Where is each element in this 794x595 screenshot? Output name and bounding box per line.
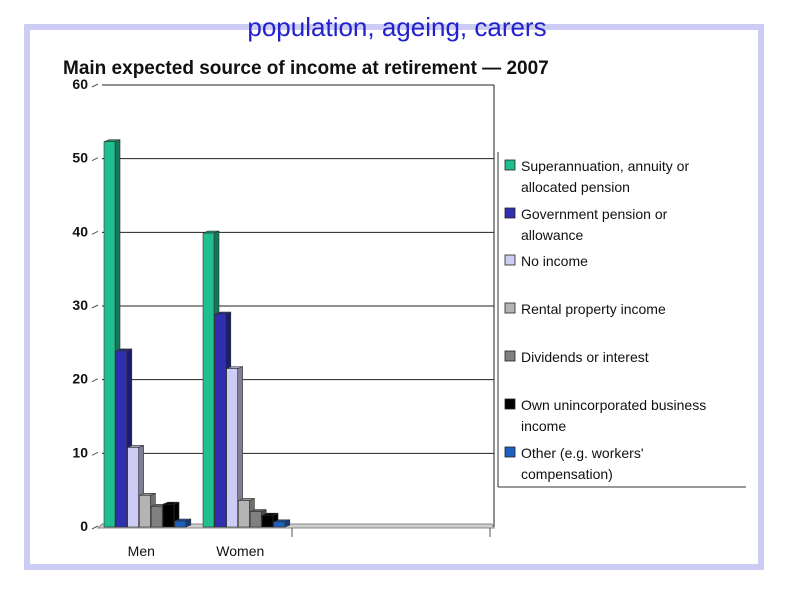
- legend-swatch: [504, 302, 516, 314]
- x-axis-labels: Men Women: [128, 543, 265, 559]
- y-tick-label: 30: [72, 297, 88, 313]
- bar-front: [115, 350, 128, 528]
- y-tick-mark: [91, 378, 99, 383]
- legend-item: Own unincorporated business income: [504, 397, 706, 434]
- y-tick-label: 40: [72, 223, 88, 239]
- legend-swatch: [504, 398, 516, 410]
- bar-front: [162, 503, 175, 528]
- bar-front: [103, 141, 116, 528]
- y-tick-label: 10: [72, 444, 88, 460]
- legend-label: Own unincorporated business income: [521, 397, 706, 434]
- bar-women-3: [226, 366, 243, 528]
- bar-front: [139, 495, 151, 528]
- chart-floor: [96, 523, 495, 537]
- floor-slab: [96, 523, 495, 529]
- legend-item: Superannuation, annuity or allocated pens…: [504, 158, 689, 195]
- legend-swatch: [504, 207, 516, 219]
- y-tick-mark: [91, 230, 99, 235]
- bar-front: [202, 232, 215, 528]
- y-tick-label: 60: [72, 76, 88, 92]
- legend-item: Dividends or interest: [504, 349, 649, 365]
- bar-women-7: [273, 519, 291, 528]
- y-tick-label: 20: [72, 371, 88, 387]
- y-axis: 0 10 20 30 40 50 60: [72, 76, 99, 534]
- legend-label: Superannuation, annuity or allocated pens…: [521, 158, 689, 195]
- slide-frame: [24, 24, 764, 570]
- bar-front: [226, 368, 238, 528]
- legend-label: No income: [521, 253, 588, 269]
- y-tick-label: 0: [80, 518, 88, 534]
- y-tick-mark: [91, 304, 99, 309]
- y-tick-label: 50: [72, 150, 88, 166]
- y-tick-mark: [91, 157, 99, 162]
- legend-swatch: [504, 159, 516, 171]
- bar-front: [261, 514, 274, 528]
- legend-swatch: [504, 254, 516, 266]
- legend: Superannuation, annuity or allocated pens…: [497, 152, 746, 488]
- gridlines: [102, 84, 495, 528]
- slide-title: population, ageing, carers: [247, 12, 547, 42]
- bar-front: [249, 511, 262, 528]
- legend-item: No income: [504, 253, 588, 269]
- chart-title: Main expected source of income at retire…: [63, 58, 549, 79]
- legend-swatch: [504, 446, 516, 458]
- bar-front: [150, 506, 163, 528]
- bar-front: [238, 500, 250, 528]
- bar-front: [273, 521, 286, 528]
- x-category-label: Women: [216, 543, 264, 559]
- legend-label: Rental property income: [521, 301, 666, 317]
- x-category-label: Men: [128, 543, 155, 559]
- bar-front: [174, 520, 187, 528]
- bars: [103, 139, 291, 528]
- legend-item: Rental property income: [504, 301, 666, 317]
- legend-label: Government pension or allowance: [521, 206, 668, 243]
- y-tick-mark: [91, 525, 99, 530]
- bar-men-7: [174, 518, 192, 528]
- legend-label: Dividends or interest: [521, 349, 649, 365]
- legend-item: Government pension or allowance: [504, 206, 668, 243]
- legend-item: Other (e.g. workers' compensation): [504, 445, 644, 482]
- legend-label: Other (e.g. workers' compensation): [521, 445, 644, 482]
- y-tick-mark: [91, 451, 99, 456]
- bar-front: [127, 447, 139, 528]
- bar-front: [214, 313, 227, 528]
- y-tick-mark: [91, 83, 99, 88]
- legend-swatch: [504, 350, 516, 362]
